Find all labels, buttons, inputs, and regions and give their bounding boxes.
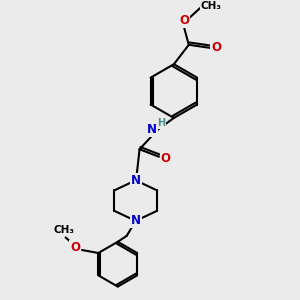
Text: N: N: [131, 174, 141, 187]
Text: O: O: [179, 14, 189, 27]
Text: O: O: [70, 241, 80, 254]
Text: O: O: [160, 152, 170, 165]
Text: N: N: [147, 123, 157, 136]
Text: N: N: [131, 214, 141, 227]
Text: H: H: [157, 118, 165, 128]
Text: CH₃: CH₃: [54, 225, 75, 235]
Text: CH₃: CH₃: [201, 1, 222, 11]
Text: O: O: [211, 41, 221, 54]
